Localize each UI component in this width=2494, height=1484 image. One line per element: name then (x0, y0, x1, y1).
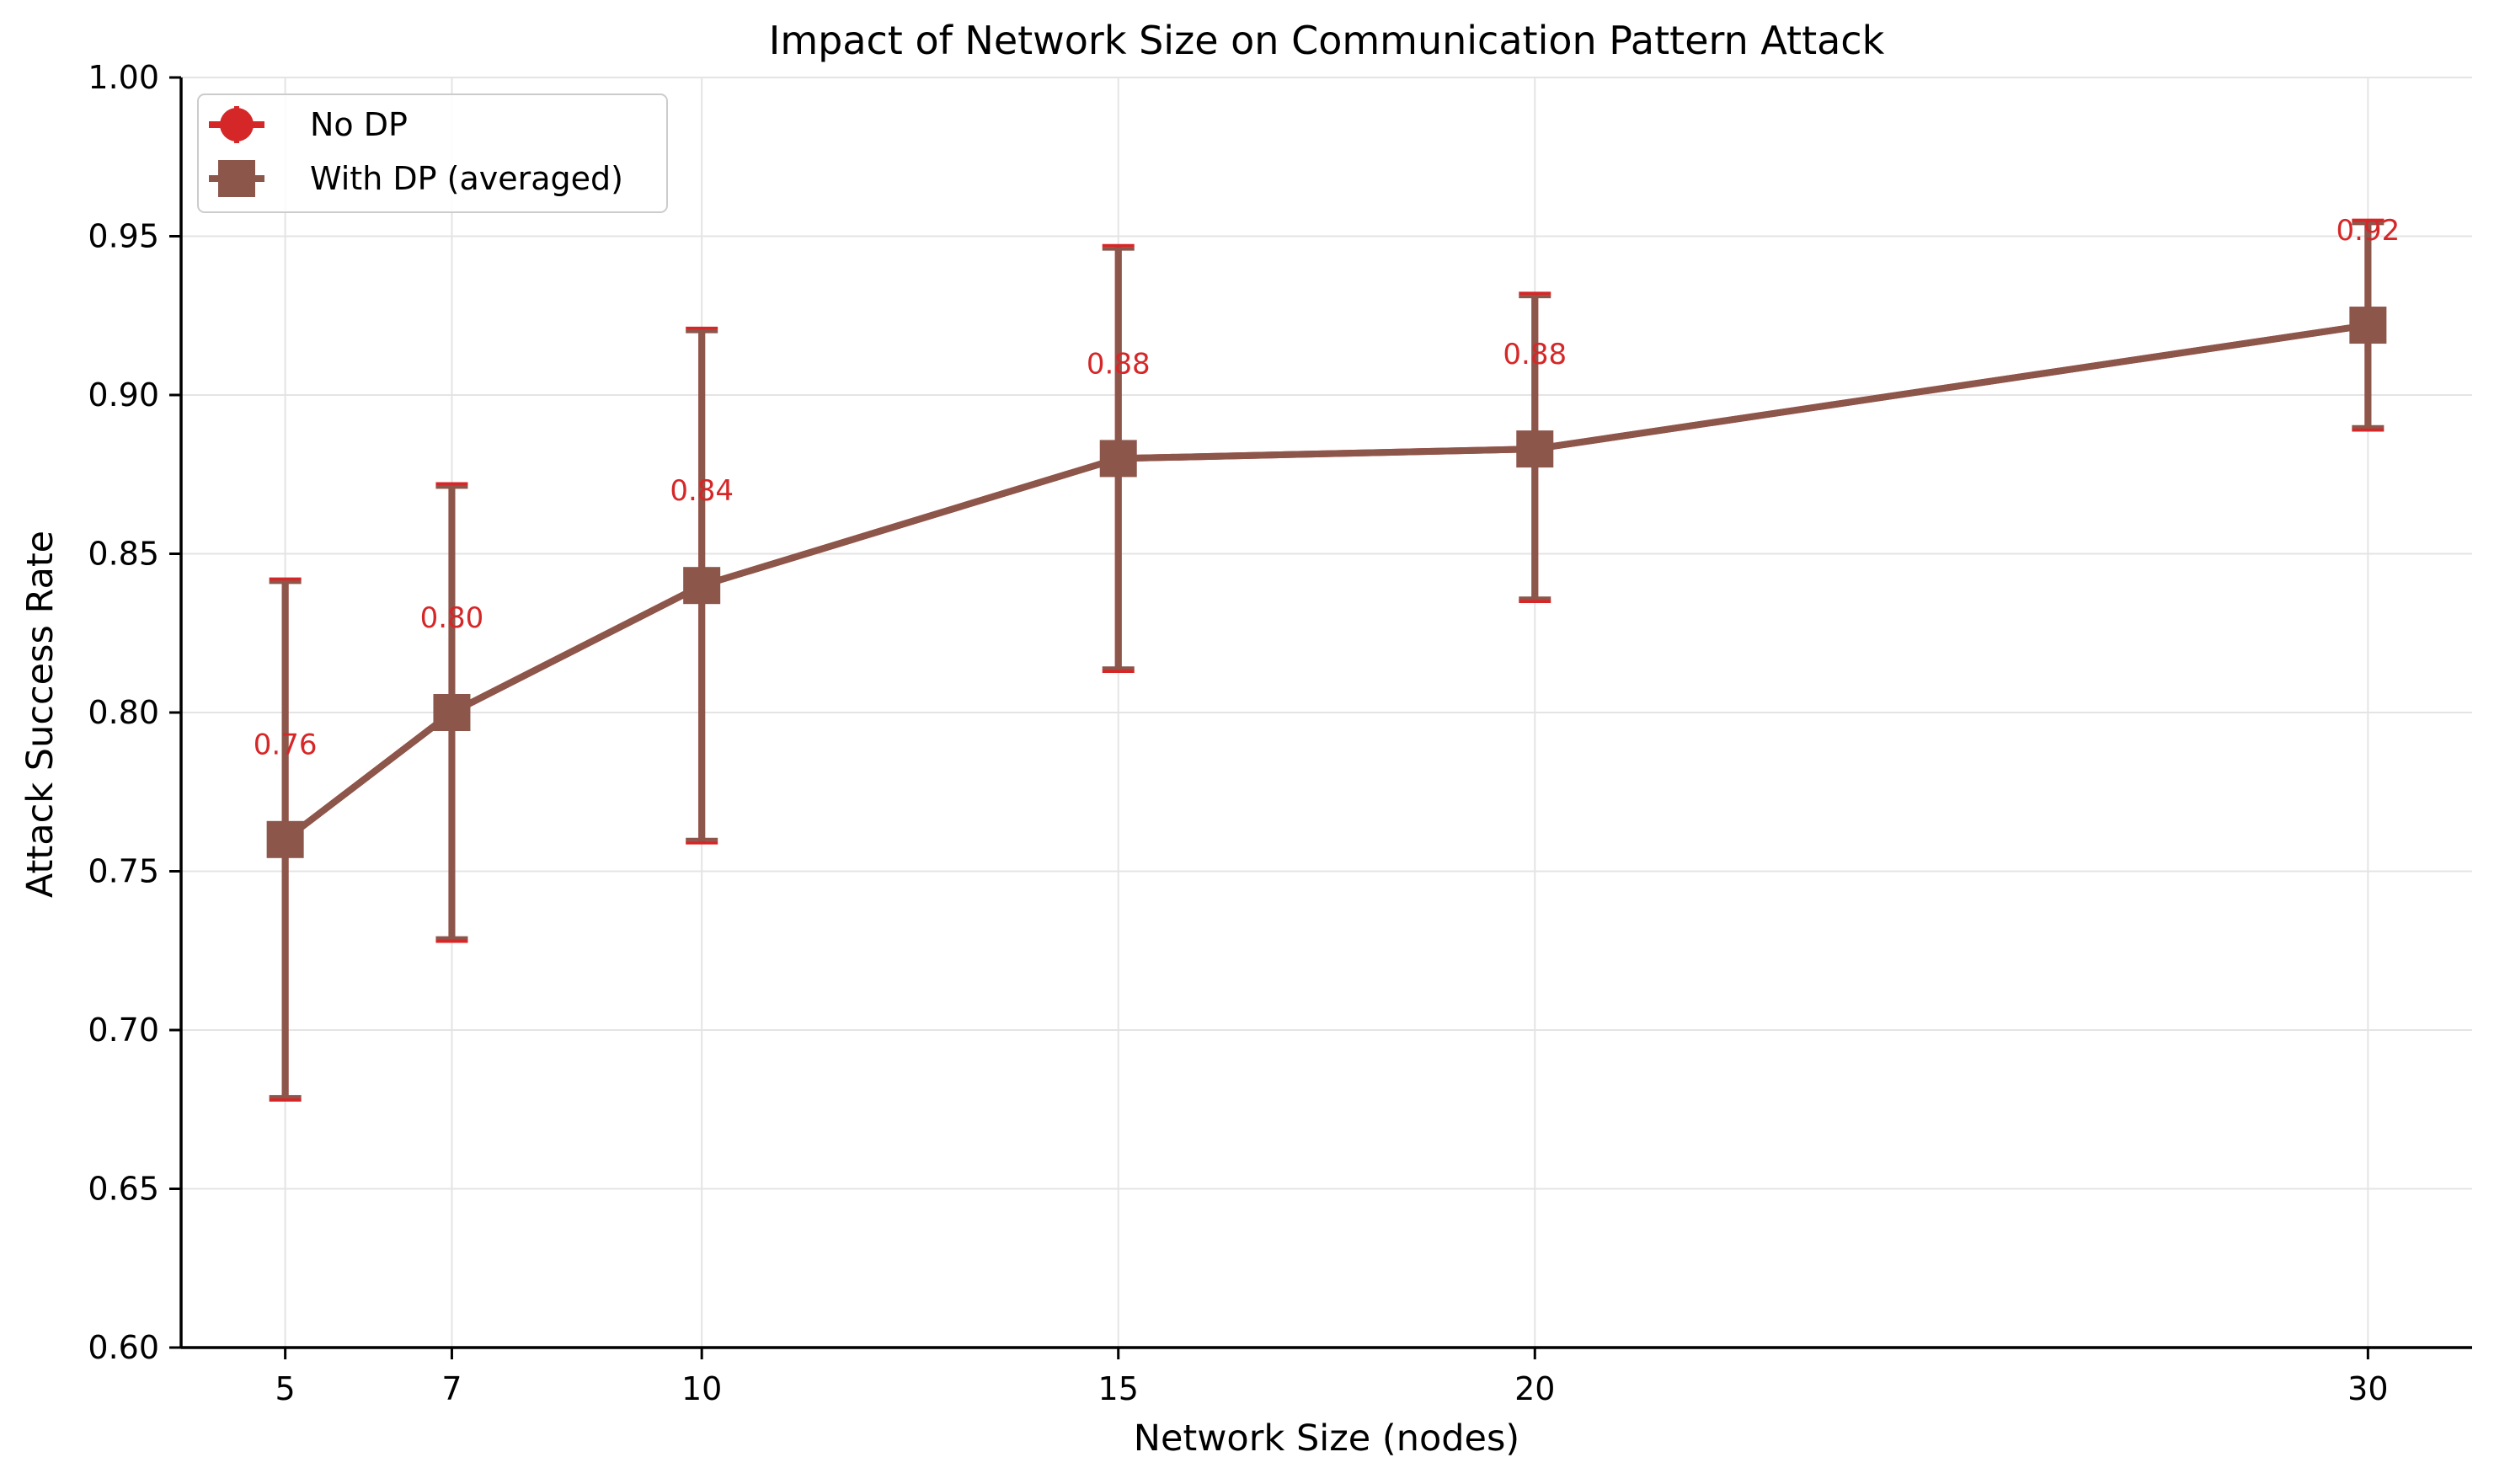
legend-marker (220, 108, 254, 141)
point (1099, 440, 1137, 478)
axes: 0.60 0.65 0.70 0.75 0.80 0.85 0.90 0.95 1.00 5 7 10… (88, 59, 2472, 1407)
legend-entry: With DP (averaged) (209, 160, 623, 197)
data-label: 0.88 (1087, 347, 1151, 381)
y-tick-label: 0.85 (88, 536, 159, 573)
y-axis-title: Attack Success Rate (19, 531, 61, 898)
point (433, 694, 471, 731)
legend-label: No DP (310, 106, 408, 143)
series-with-dp (266, 222, 2387, 1099)
x-tick-label: 20 (1514, 1370, 1555, 1407)
point (2349, 307, 2387, 344)
series-line (283, 322, 2368, 842)
legend-marker (218, 160, 255, 197)
point (266, 820, 304, 858)
grid-lines (181, 77, 2472, 1348)
y-tick-label: 0.75 (88, 853, 159, 890)
data-label: 0.80 (420, 601, 484, 635)
legend: No DP With DP (averaged) (197, 93, 668, 213)
series-no-dp (268, 218, 2385, 1102)
x-tick-label: 15 (1098, 1370, 1139, 1407)
data-label: 0.88 (1503, 338, 1567, 371)
y-tick-label: 1.00 (88, 59, 159, 96)
x-tick-label: 7 (441, 1370, 462, 1407)
chart-title: Impact of Network Size on Communication … (769, 18, 1885, 63)
point (1516, 430, 1554, 468)
series (266, 218, 2387, 1102)
y-tick-label: 0.65 (88, 1171, 159, 1208)
data-label: 0.92 (2336, 214, 2401, 248)
series-line (283, 322, 2368, 842)
y-tick-label: 0.90 (88, 376, 159, 414)
legend-box (197, 93, 668, 213)
data-label: 0.76 (254, 729, 318, 762)
x-tick-label: 10 (681, 1370, 722, 1407)
x-tick-label: 5 (275, 1370, 296, 1407)
y-tick-label: 0.70 (88, 1012, 159, 1049)
legend-entry: No DP (209, 106, 408, 143)
x-tick-label: 30 (2347, 1370, 2388, 1407)
data-labels: 0.76 0.80 0.84 0.88 0.88 0.92 (254, 214, 2400, 762)
data-label: 0.84 (670, 474, 734, 508)
y-tick-label: 0.95 (88, 218, 159, 255)
point (683, 567, 721, 605)
legend-label: With DP (averaged) (310, 160, 623, 197)
y-tick-label: 0.80 (88, 694, 159, 731)
y-tick-label: 0.60 (88, 1329, 159, 1366)
x-axis-title: Network Size (nodes) (1134, 1417, 1519, 1460)
